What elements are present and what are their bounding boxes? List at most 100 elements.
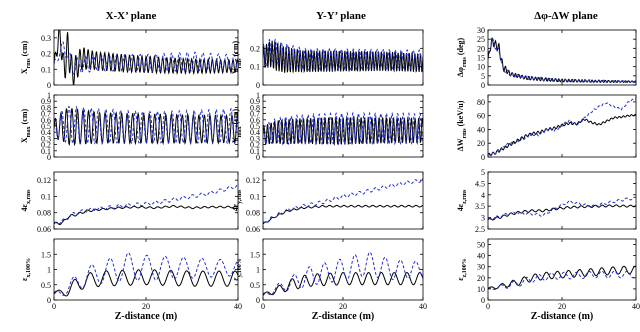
y-tick-label: 5 (481, 72, 485, 81)
y-tick-label: 0.12 (246, 176, 260, 185)
series-ey100-dashed (263, 251, 423, 296)
panel-ez: 2.5 3 3.5 4 4.5 5 4εz,rms (456, 168, 637, 234)
series-ex100-solid (54, 269, 238, 297)
series-ex-solid (54, 204, 238, 226)
y-tick-label: 40 (477, 252, 485, 261)
y-tick-label: 0.1 (250, 192, 260, 201)
y-tick-label: 0.7 (250, 110, 260, 119)
y-tick-label: 1.5 (250, 250, 260, 259)
axes-frame (262, 171, 424, 230)
series-dwrms-dashed (488, 98, 636, 157)
y-tick-label: 0.7 (41, 110, 51, 119)
y-tick-label: 0.5 (250, 122, 260, 131)
y-tick-label: 0.3 (41, 134, 51, 143)
series-ey-solid (263, 204, 423, 225)
y-tick-label: 10 (477, 63, 485, 72)
y-tick-label: 1 (47, 91, 51, 100)
y-tick-label: 1.5 (41, 250, 51, 259)
y-axis-label: Δφrms (deg) (456, 37, 468, 77)
y-tick-label: 0.6 (41, 116, 51, 125)
x-tick-label: 20 (558, 302, 566, 311)
series-ez100-dashed (488, 270, 636, 291)
series-ex-dashed (54, 183, 238, 225)
y-tick-label: 0.3 (41, 34, 51, 43)
series-xrms-solid (54, 30, 238, 85)
y-tick-label: 0.5 (250, 281, 260, 290)
panel-ymax: 00.10.20.30.40.50.60.70.80.91 Ymax (cm) (231, 91, 424, 162)
y-tick-label: 2.5 (475, 225, 485, 234)
column-title-phase: Δφ-ΔW plane (534, 10, 598, 22)
series-ez100-solid (488, 265, 636, 290)
y-tick-label: 1 (47, 266, 51, 275)
series-yrms-dashed (263, 38, 423, 72)
y-tick-label: 0 (256, 81, 260, 90)
y-tick-label: 0.06 (37, 225, 51, 234)
series-ex100-dashed (54, 252, 238, 296)
y-axis-label: 4εz,rms (456, 189, 468, 211)
y-tick-label: 0.1 (250, 147, 260, 156)
y-tick-label: 0 (47, 81, 51, 90)
axes-frame (487, 171, 637, 230)
y-tick-label: 30 (477, 26, 485, 35)
y-tick-label: 0.6 (250, 116, 260, 125)
y-tick-label: 1 (256, 266, 260, 275)
y-axis-label: Ymax (cm) (231, 109, 243, 144)
y-axis-label: 4εx,rms (20, 189, 32, 212)
y-tick-label: 3 (481, 214, 485, 223)
axes-frame (53, 171, 239, 230)
y-tick-label: 0.5 (41, 122, 51, 131)
y-tick-label: 0 (481, 153, 485, 162)
y-tick-label: 0.12 (37, 176, 51, 185)
panel-xrms: 0 0.1 0.2 0.3 Xrms (cm) (20, 29, 239, 90)
x-tick-label: 20 (142, 302, 150, 311)
y-tick-label: 20 (477, 274, 485, 283)
y-tick-label: 1 (256, 91, 260, 100)
axes-frame (487, 238, 637, 301)
y-tick-label: 50 (477, 241, 485, 250)
x-tick-label: 20 (339, 302, 347, 311)
series-ymax-dashed (263, 111, 423, 146)
y-tick-label: 0 (47, 153, 51, 162)
y-tick-label: 0 (47, 296, 51, 305)
series-xrms-dashed (54, 41, 238, 75)
y-tick-label: 0.1 (41, 192, 51, 201)
y-axis-label: εz,100% (456, 258, 468, 281)
panel-xmax: 00.10.20.30.40.50.60.70.80.91 Xmax (cm) (20, 91, 239, 162)
series-dphirms-dashed (488, 38, 636, 83)
x-tick-label: 40 (234, 302, 242, 311)
series-dwrms-solid (488, 113, 636, 156)
y-tick-label: 0 (481, 81, 485, 90)
y-tick-label: 40 (477, 125, 485, 134)
column-title-x: X-X’ plane (106, 10, 157, 22)
y-tick-label: 0.5 (41, 281, 51, 290)
y-tick-label: 4.5 (475, 179, 485, 188)
panel-dwrms: 0 20 40 60 80 ΔWrms (keV/u) (456, 94, 637, 162)
x-axis-label: Z-distance (m) (312, 311, 375, 322)
x-tick-label: 0 (261, 302, 265, 311)
y-tick-label: 5 (481, 168, 485, 177)
panel-ex: 0.06 0.08 0.1 0.12 4εx,rms (20, 171, 239, 234)
y-axis-label: εx,100% (20, 258, 32, 281)
y-tick-label: 0.9 (250, 97, 260, 106)
y-tick-label: 0.06 (246, 225, 260, 234)
y-tick-label: 0.1 (41, 65, 51, 74)
y-axis-label: Yrms (cm) (231, 41, 243, 75)
y-tick-label: 4 (481, 191, 485, 200)
y-axis-label: ΔWrms (keV/u) (456, 100, 468, 151)
y-tick-label: 3.5 (475, 202, 485, 211)
y-tick-label: 0.2 (41, 50, 51, 59)
x-tick-label: 40 (419, 302, 427, 311)
y-tick-label: 0.2 (41, 141, 51, 150)
y-tick-label: 0.08 (246, 209, 260, 218)
y-tick-label: 0.8 (41, 103, 51, 112)
y-tick-label: 0.9 (41, 97, 51, 106)
y-tick-label: 10 (477, 285, 485, 294)
y-axis-label: Xmax (cm) (20, 109, 32, 144)
axes-frame (487, 29, 637, 86)
y-tick-label: 20 (477, 139, 485, 148)
